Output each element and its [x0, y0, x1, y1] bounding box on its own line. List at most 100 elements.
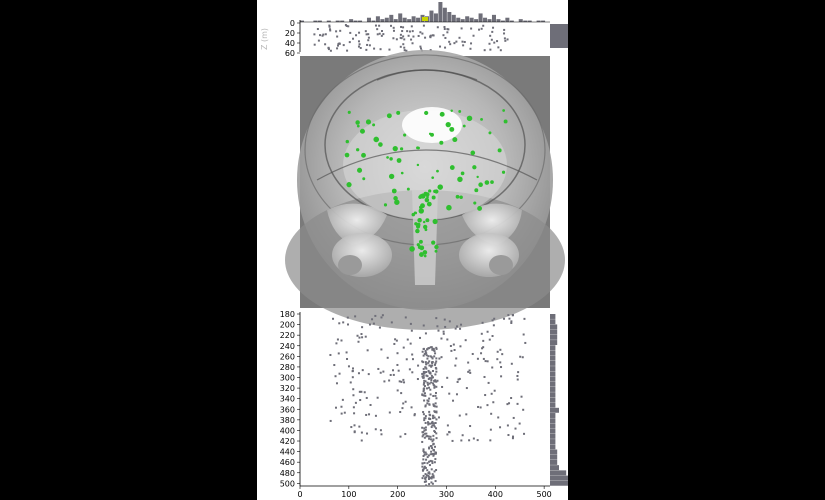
bottom-scatter-point	[422, 390, 425, 393]
bottom-scatter-point	[402, 378, 405, 381]
top-hist-bar	[353, 20, 358, 22]
highlight-marker	[460, 171, 465, 176]
bottom-scatter-point	[336, 338, 339, 341]
highlight-marker	[425, 192, 430, 197]
bottom-scatter-point	[430, 481, 433, 484]
top-strip-point	[443, 25, 446, 28]
bottom-scatter-point	[374, 314, 377, 317]
bottom-scatter-point	[409, 342, 412, 345]
bottom-scatter-point	[416, 378, 419, 381]
top-strip-point	[403, 38, 406, 41]
bottom-scatter-point	[435, 385, 438, 388]
bottom-scatter-point	[422, 431, 425, 434]
bottom-scatter-point	[432, 403, 435, 406]
top-hist-bar	[442, 7, 447, 22]
bottom-scatter-point	[365, 413, 368, 416]
bottom-scatter-plot: 1802002202402602803003203403603804004204…	[280, 310, 552, 499]
top-strip-point	[400, 25, 403, 28]
highlight-marker	[403, 133, 407, 137]
right-hist-bar	[550, 345, 556, 351]
bottom-scatter-point	[435, 370, 438, 373]
highlight-marker	[424, 110, 429, 116]
highlight-marker	[423, 224, 428, 230]
highlight-marker	[424, 197, 430, 203]
top-strip-point	[460, 27, 463, 30]
highlight-marker	[466, 115, 473, 122]
bottom-y-tick-label: 340	[280, 395, 295, 404]
bottom-scatter-point	[360, 431, 363, 434]
bottom-scatter-point	[424, 351, 427, 354]
bottom-scatter-point	[512, 435, 515, 438]
highlight-marker	[355, 120, 360, 125]
z-axis-label: Z (m)	[260, 28, 269, 50]
bottom-scatter-point	[496, 350, 499, 353]
top-strip-point	[488, 42, 491, 45]
bottom-scatter-point	[424, 432, 427, 435]
top-strip-point	[489, 34, 492, 37]
right-hist-bar	[550, 324, 558, 330]
top-strip-point	[470, 42, 473, 45]
bottom-scatter-point	[434, 352, 437, 355]
bottom-y-tick-label: 420	[280, 437, 295, 446]
bottom-scatter-point	[424, 466, 427, 469]
bottom-scatter-point	[366, 349, 369, 352]
highlight-marker	[416, 222, 421, 227]
bottom-scatter-point	[433, 461, 436, 464]
bottom-scatter-point	[379, 429, 382, 432]
bottom-scatter-point	[432, 453, 435, 456]
bottom-scatter-point	[482, 357, 485, 360]
top-hist-bar	[469, 17, 474, 22]
bottom-scatter-point	[413, 414, 416, 417]
top-hist-bar	[483, 17, 488, 22]
highlight-marker	[455, 194, 460, 199]
bottom-scatter-point	[428, 403, 431, 406]
highlight-marker	[392, 145, 398, 152]
bottom-scatter-point	[523, 432, 526, 435]
bottom-scatter-point	[432, 382, 435, 385]
bottom-scatter-point	[378, 326, 381, 329]
right-hist-bar	[550, 350, 556, 356]
bottom-scatter-point	[432, 443, 435, 446]
top-hist-bar	[541, 20, 546, 22]
highlight-marker	[391, 188, 397, 194]
top-hist-bar	[389, 14, 394, 22]
bottom-scatter-point	[488, 338, 491, 341]
bottom-y-tick-label: 460	[280, 458, 295, 467]
highlight-marker	[418, 239, 423, 244]
bottom-scatter-point	[427, 361, 430, 364]
top-hist-bar	[384, 17, 389, 22]
bottom-scatter-point	[427, 370, 430, 373]
bottom-scatter-point	[428, 382, 431, 385]
top-strip-point	[390, 24, 393, 27]
bottom-scatter-point	[493, 317, 496, 320]
bottom-scatter-point	[423, 453, 426, 456]
highlight-marker	[439, 140, 444, 145]
bottom-scatter-point	[424, 332, 427, 335]
plots-canvas: Z (m)	[260, 2, 568, 499]
highlight-marker	[452, 137, 458, 143]
bottom-scatter-point	[429, 438, 432, 441]
highlight-marker	[346, 182, 352, 188]
bottom-scatter-point	[460, 323, 463, 326]
top-strip-point	[380, 34, 383, 37]
top-hist-bar	[527, 20, 532, 22]
bottom-scatter-point	[423, 467, 426, 470]
bottom-scatter-point	[432, 476, 435, 479]
right-hist-bar	[550, 319, 556, 325]
bottom-scatter-point	[428, 460, 431, 463]
bottom-scatter-point	[372, 322, 375, 325]
bottom-scatter-point	[422, 448, 425, 451]
bottom-scatter-point	[468, 439, 471, 442]
top-strip-point	[365, 33, 368, 36]
bottom-scatter-point	[343, 411, 346, 414]
right-hist-bar	[550, 413, 556, 418]
bottom-scatter-point	[467, 361, 470, 364]
highlight-marker	[345, 139, 349, 144]
top-strip-point	[402, 26, 405, 29]
top-hist-bar	[518, 19, 523, 22]
top-strip-point	[348, 41, 351, 44]
bottom-scatter-point	[436, 379, 439, 382]
bottom-scatter-point	[354, 401, 357, 404]
bottom-scatter-point	[392, 373, 395, 376]
bottom-scatter-point	[360, 333, 363, 336]
